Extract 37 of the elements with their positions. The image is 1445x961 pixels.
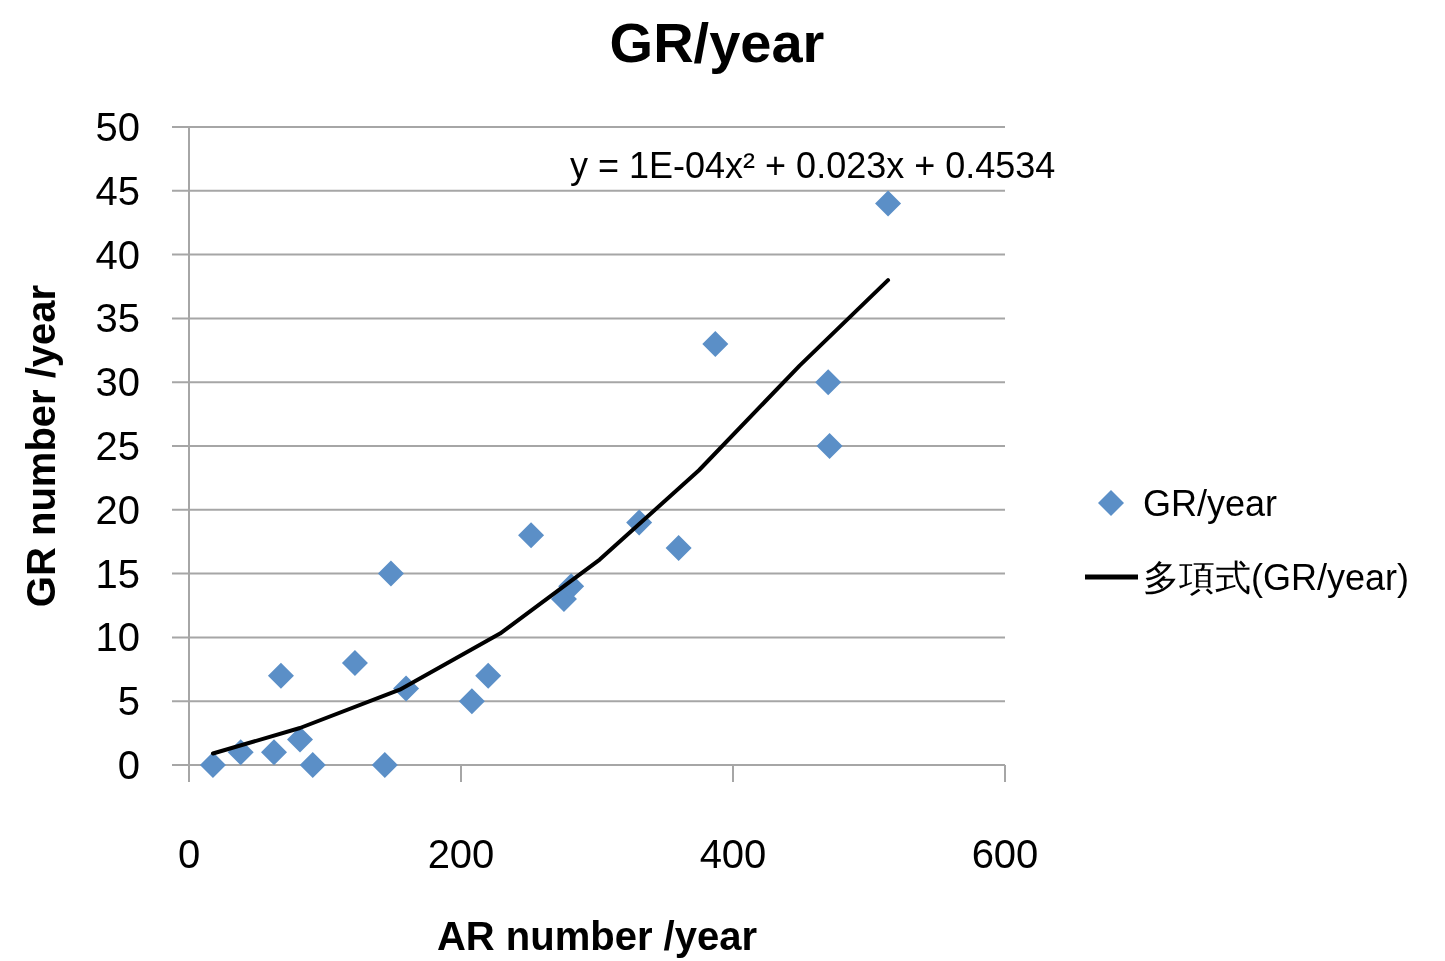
point: [377, 560, 404, 587]
y-tick-label: 35: [95, 296, 140, 341]
point: [702, 330, 729, 357]
y-tick-label: 15: [95, 551, 140, 596]
point: [299, 752, 326, 778]
y-tick-label: 40: [95, 232, 140, 277]
point: [665, 535, 692, 562]
y-tick-label: 45: [95, 168, 140, 213]
point: [199, 752, 226, 778]
y-tick-label: 20: [95, 487, 140, 532]
chart-title: GR/year: [609, 11, 825, 74]
x-tick-label: 0: [177, 832, 201, 876]
point: [815, 369, 842, 396]
point: [341, 649, 368, 676]
x-tick-label: 200: [427, 832, 495, 876]
y-tick-label: 25: [95, 424, 140, 468]
point: [267, 662, 294, 689]
y-tick-label: 10: [95, 615, 140, 660]
legend-label: 多項式(GR/year): [1143, 557, 1410, 598]
annotation: y = 1E-04x² + 0.023x + 0.4534: [570, 145, 1056, 186]
legend-label: GR/year: [1143, 483, 1278, 524]
point: [816, 433, 843, 459]
y-tick-label: 5: [117, 679, 140, 724]
x-axis-title: AR number /year: [436, 914, 758, 958]
x-tick-label: 400: [699, 832, 767, 876]
y-tick-label: 0: [117, 743, 140, 787]
y-tick-label: 30: [95, 360, 140, 405]
y-axis-title: GR number /year: [19, 284, 63, 608]
point: [875, 190, 902, 217]
y-tick-label: 50: [95, 105, 140, 149]
point: [286, 726, 313, 753]
point: [518, 522, 545, 549]
point: [371, 752, 398, 778]
point: [475, 662, 502, 689]
point: [261, 739, 287, 766]
x-tick-label: 600: [971, 832, 1039, 876]
point: [458, 688, 485, 715]
